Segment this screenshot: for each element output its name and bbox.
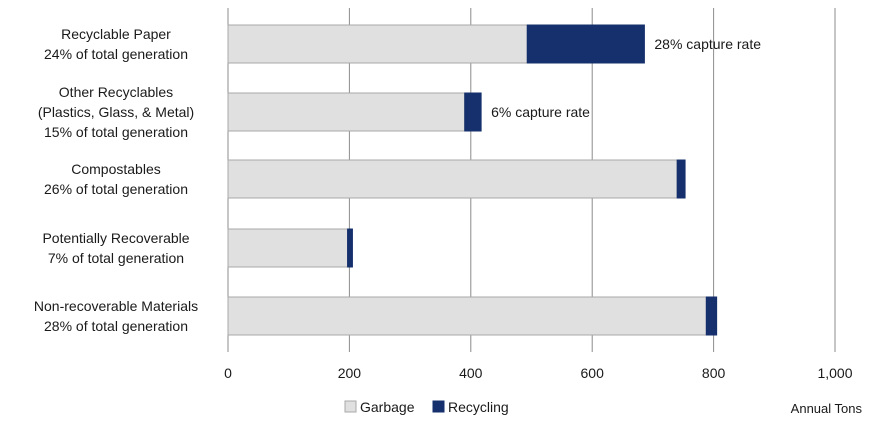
category-label: 24% of total generation: [44, 46, 188, 62]
recycling-bar: [705, 296, 718, 336]
legend-label-recycling: Recycling: [448, 399, 509, 415]
x-tick-label: 400: [459, 365, 483, 381]
category-label: Compostables: [71, 161, 161, 177]
recycling-bar: [347, 228, 353, 268]
recycling-bar: [526, 24, 645, 64]
x-tick-label: 1,000: [817, 365, 852, 381]
category-label: 26% of total generation: [44, 181, 188, 197]
category-label: (Plastics, Glass, & Metal): [38, 104, 194, 120]
x-axis-title: Annual Tons: [791, 401, 863, 416]
recycling-bar: [464, 92, 482, 132]
capture-rate-annotation: 28% capture rate: [654, 36, 761, 52]
x-tick-label: 800: [702, 365, 726, 381]
x-tick-label: 200: [338, 365, 362, 381]
category-label: 15% of total generation: [44, 124, 188, 140]
category-label: 28% of total generation: [44, 318, 188, 334]
capture-rate-annotation: 6% capture rate: [491, 104, 590, 120]
garbage-bar: [227, 92, 466, 132]
x-tick-label: 600: [581, 365, 605, 381]
category-label: Potentially Recoverable: [42, 230, 189, 246]
legend-swatch-garbage: [344, 400, 357, 413]
garbage-bar: [227, 24, 528, 64]
garbage-bar: [227, 159, 678, 199]
legend-label-garbage: Garbage: [360, 399, 415, 415]
x-tick-label: 0: [224, 365, 232, 381]
legend-swatch-recycling: [432, 400, 445, 413]
category-label: Recyclable Paper: [61, 26, 171, 42]
category-label: 7% of total generation: [48, 250, 184, 266]
garbage-bar: [227, 228, 349, 268]
category-label: Non-recoverable Materials: [34, 298, 198, 314]
garbage-bar: [227, 296, 707, 336]
category-label: Other Recyclables: [59, 84, 173, 100]
recycling-bar: [676, 159, 686, 199]
